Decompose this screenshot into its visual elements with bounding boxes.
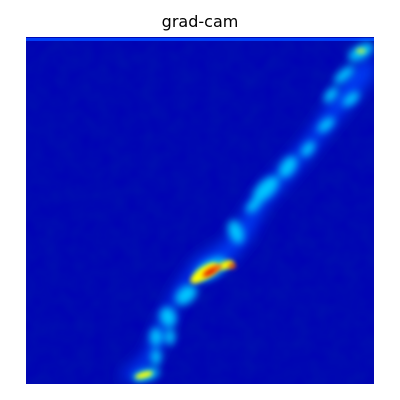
heatmap-texture [26,37,374,384]
activation-band-outer [121,55,374,382]
activation-hotspot [202,263,236,278]
figure-title: grad-cam [161,12,239,31]
gradcam-heatmap [26,37,374,384]
heatmap-svg [26,37,374,384]
heatmap-top-edge [26,38,374,41]
